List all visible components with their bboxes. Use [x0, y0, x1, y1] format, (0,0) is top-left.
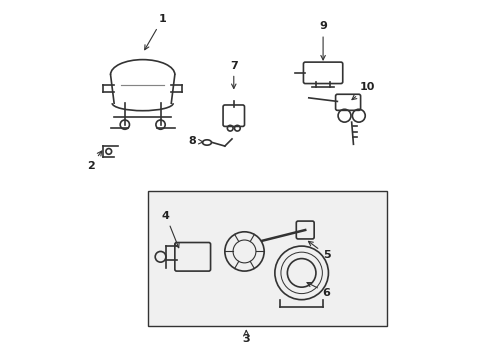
Text: 2: 2 — [87, 151, 102, 171]
Text: 8: 8 — [188, 136, 203, 147]
Text: 1: 1 — [144, 14, 166, 50]
Text: 7: 7 — [229, 61, 237, 89]
Text: 3: 3 — [242, 334, 249, 344]
Text: 6: 6 — [306, 283, 330, 297]
Text: 4: 4 — [162, 211, 179, 248]
Bar — [148, 191, 386, 327]
Text: 10: 10 — [351, 82, 375, 100]
Text: 5: 5 — [308, 241, 330, 260]
Text: 9: 9 — [319, 21, 326, 60]
